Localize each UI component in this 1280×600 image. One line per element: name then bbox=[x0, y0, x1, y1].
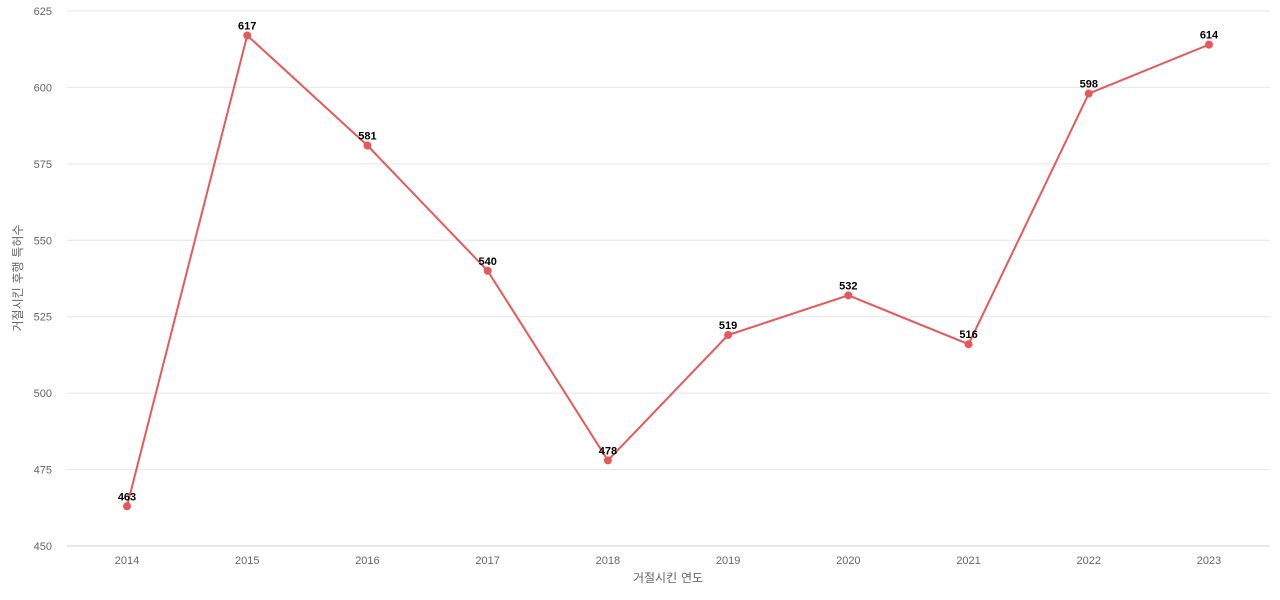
data-label: 463 bbox=[118, 491, 136, 503]
gridlines bbox=[67, 10, 1270, 547]
data-label: 617 bbox=[238, 20, 256, 32]
data-points bbox=[123, 31, 1213, 511]
data-point bbox=[603, 456, 612, 465]
data-point bbox=[844, 291, 853, 300]
y-tick-label: 575 bbox=[34, 159, 52, 171]
x-tick-label: 2014 bbox=[115, 555, 139, 567]
data-point bbox=[363, 141, 372, 150]
data-label: 581 bbox=[358, 131, 376, 143]
x-tick-label: 2019 bbox=[716, 555, 740, 567]
data-point bbox=[243, 31, 252, 40]
y-tick-label: 500 bbox=[34, 388, 52, 400]
data-label: 614 bbox=[1200, 30, 1219, 42]
data-label: 532 bbox=[839, 280, 857, 292]
x-tick-label: 2023 bbox=[1197, 555, 1221, 567]
y-tick-label: 550 bbox=[34, 235, 52, 247]
y-tick-label: 475 bbox=[34, 465, 52, 477]
data-point bbox=[1084, 89, 1093, 98]
data-point bbox=[724, 331, 733, 340]
x-tick-label: 2020 bbox=[836, 555, 860, 567]
data-label: 540 bbox=[478, 256, 496, 268]
y-tick-label: 450 bbox=[34, 541, 52, 553]
y-axis-ticks: 450 475 500 525 550 575 600 625 bbox=[34, 6, 52, 553]
x-tick-label: 2017 bbox=[475, 555, 499, 567]
data-point bbox=[1205, 40, 1213, 49]
data-point bbox=[964, 340, 973, 349]
data-label: 516 bbox=[959, 329, 977, 341]
y-axis-title: 거절시킨 후행 특허수 bbox=[10, 225, 25, 332]
data-label: 598 bbox=[1080, 79, 1098, 91]
x-tick-label: 2016 bbox=[355, 555, 379, 567]
data-label: 478 bbox=[599, 445, 617, 457]
y-tick-label: 525 bbox=[34, 312, 52, 324]
x-axis-title: 거절시킨 연도 bbox=[633, 571, 703, 585]
x-tick-label: 2022 bbox=[1077, 555, 1101, 567]
y-tick-label: 600 bbox=[34, 82, 52, 94]
x-tick-label: 2018 bbox=[596, 555, 620, 567]
x-tick-label: 2021 bbox=[956, 555, 980, 567]
series-line bbox=[126, 33, 1210, 507]
data-label: 519 bbox=[719, 320, 737, 332]
data-labels: 463 617 581 540 478 519 532 516 598 614 bbox=[118, 20, 1219, 503]
data-point bbox=[123, 502, 131, 511]
x-axis-ticks: 2014 2015 2016 2017 2018 2019 2020 2021 2022 2023 bbox=[115, 555, 1221, 567]
data-point bbox=[483, 266, 492, 275]
x-tick-label: 2015 bbox=[235, 555, 259, 567]
y-tick-label: 625 bbox=[34, 6, 52, 18]
